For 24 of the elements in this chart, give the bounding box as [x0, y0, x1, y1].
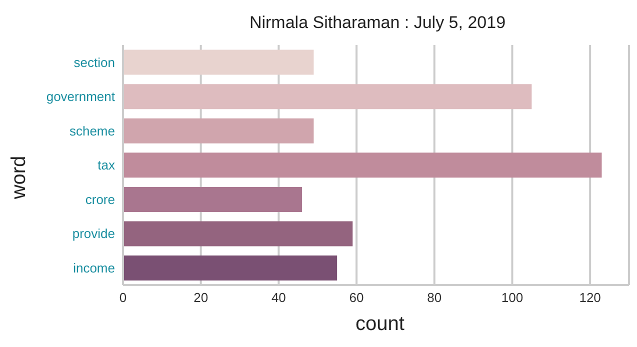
y-tick-label: crore [85, 192, 115, 207]
x-axis-title: count [354, 313, 406, 336]
x-tick-label: 20 [194, 290, 208, 306]
bar [123, 221, 353, 246]
y-tick-label: income [73, 260, 115, 276]
y-tick-label: section [74, 54, 115, 70]
y-tick-label: provide [72, 226, 115, 242]
chart-title: Nirmala Sitharaman : July 5, 2019 [248, 12, 507, 34]
bar [123, 152, 602, 178]
y-tick-label: scheme [69, 123, 115, 138]
bar [123, 84, 532, 110]
y-tick-label: tax [98, 158, 116, 173]
bar [123, 186, 302, 212]
y-tick-label: government [46, 89, 116, 104]
bar [123, 118, 314, 144]
x-tick-label: 120 [579, 290, 601, 306]
x-tick-label: 40 [271, 290, 286, 306]
x-tick-label: 80 [427, 290, 442, 306]
y-axis-title: word [8, 156, 32, 200]
x-tick-label: 60 [349, 290, 364, 306]
x-tick-label: 0 [119, 290, 127, 306]
bar [123, 50, 314, 75]
x-tick-label: 100 [501, 290, 524, 306]
bar [123, 256, 338, 281]
